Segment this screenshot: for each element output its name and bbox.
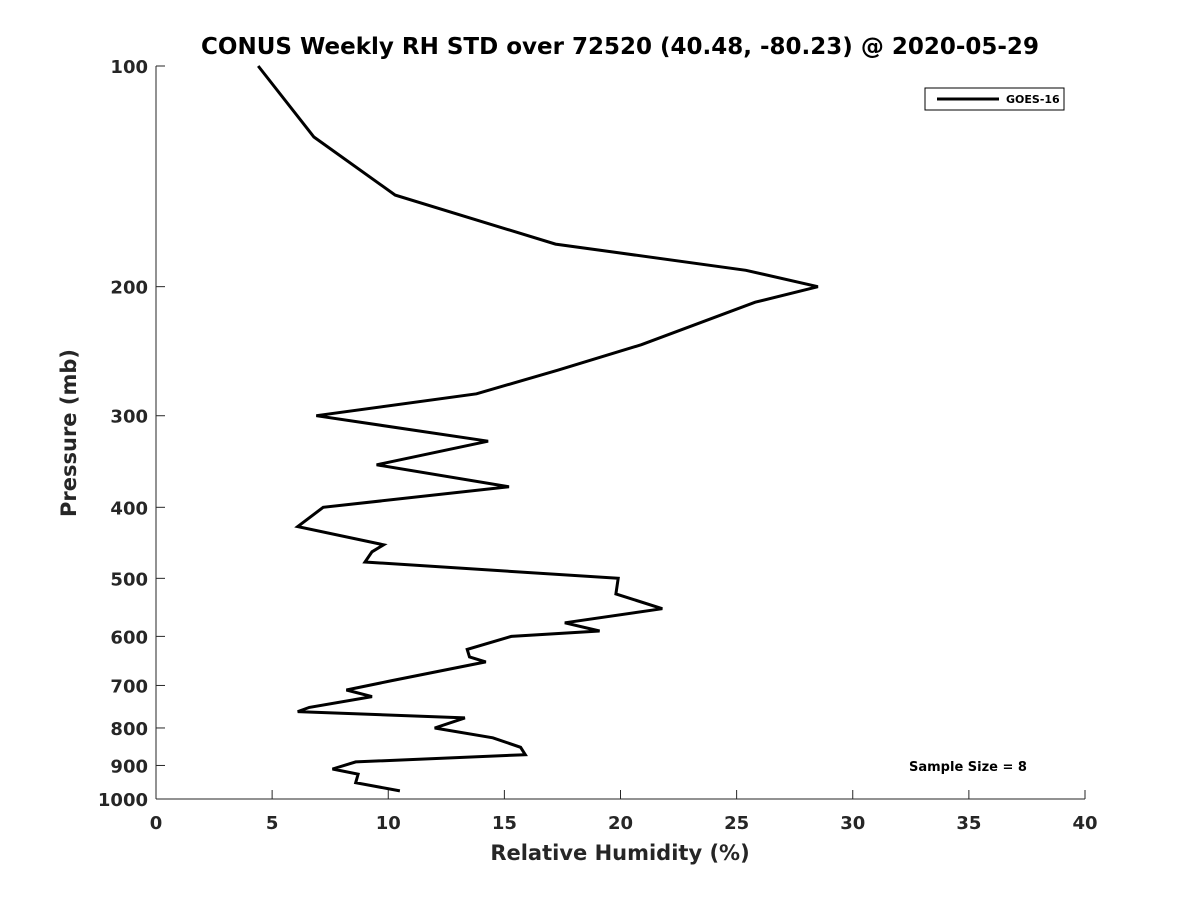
x-tick-label: 35	[956, 813, 981, 834]
y-tick-label: 500	[110, 569, 148, 590]
x-tick-label: 40	[1072, 813, 1097, 834]
chart-title: CONUS Weekly RH STD over 72520 (40.48, -…	[201, 34, 1039, 60]
x-tick-label: 20	[608, 813, 633, 834]
axes: 0 5 10 15 20 25 30 35 40 100 200 300 400 500 600 700 800…	[98, 57, 1098, 834]
x-tick-label: 30	[840, 813, 865, 834]
x-tick-label: 5	[266, 813, 279, 834]
legend: GOES-16	[924, 87, 1065, 111]
sample-size-annotation: Sample Size = 8	[909, 760, 1027, 775]
y-axis-label: Pressure (mb)	[57, 349, 81, 517]
y-tick-label: 200	[110, 278, 148, 299]
x-tick-label: 25	[724, 813, 749, 834]
y-tick-label: 700	[110, 676, 148, 697]
y-tick-label: 600	[110, 627, 148, 648]
y-tick-label: 100	[110, 57, 148, 78]
x-axis-label: Relative Humidity (%)	[490, 841, 749, 865]
y-tick-label: 1000	[98, 790, 148, 811]
x-tick-label: 15	[492, 813, 517, 834]
y-tick-label: 300	[110, 407, 148, 428]
legend-label-goes16: GOES-16	[1006, 93, 1060, 106]
x-tick-label: 10	[376, 813, 401, 834]
y-tick-label: 800	[110, 719, 148, 740]
series-line-goes16	[257, 65, 819, 793]
y-tick-label: 400	[110, 498, 148, 519]
y-tick-label: 900	[110, 756, 148, 777]
x-tick-label: 0	[150, 813, 163, 834]
